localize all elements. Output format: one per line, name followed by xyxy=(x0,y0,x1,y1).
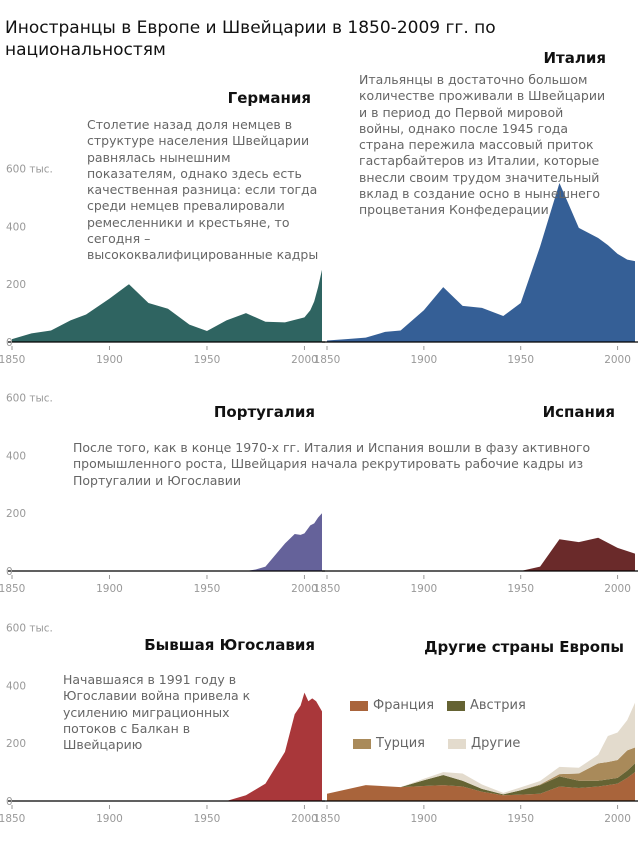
y-tick-label: 400 xyxy=(6,221,26,233)
x-tick-label: 1950 xyxy=(507,583,534,595)
legend-label: Другие xyxy=(471,736,521,751)
y-tick-label: 200 xyxy=(6,279,26,291)
area-Другие xyxy=(327,702,635,795)
legend-swatch xyxy=(353,738,371,749)
area-Португалия xyxy=(12,513,322,571)
y-tick-label: 0 xyxy=(6,566,13,578)
legend-swatch xyxy=(448,738,466,749)
x-tick-label: 1950 xyxy=(507,354,534,366)
area-Бывшая Югославия xyxy=(12,692,322,801)
legend-austria: Австрия xyxy=(447,698,526,713)
x-tick-label: 1900 xyxy=(410,813,437,825)
legend-swatch xyxy=(447,700,465,711)
y-tick-label: 600 тыс. xyxy=(6,393,53,405)
x-tick-label: 1900 xyxy=(410,583,437,595)
x-tick-label: 1900 xyxy=(96,354,123,366)
x-tick-label: 1850 xyxy=(314,583,341,595)
legend-swatch xyxy=(350,700,368,711)
y-tick-label: 200 xyxy=(6,508,26,520)
page-title: Иностранцы в Европе и Швейцарии в 1850-2… xyxy=(5,18,496,60)
x-tick-label: 1950 xyxy=(194,354,221,366)
panel-title-italy: Италия xyxy=(543,49,607,67)
y-tick-label: 200 xyxy=(6,738,26,750)
x-tick-label: 1850 xyxy=(314,354,341,366)
note-yugoslavia: Начавшаяся в 1991 году в Югославии война… xyxy=(63,672,251,753)
note-germany: Столетие назад доля немцев в структуре н… xyxy=(87,117,319,263)
x-tick-label: 1950 xyxy=(194,813,221,825)
panel-title-germany: Германия xyxy=(227,89,311,107)
area-Австрия xyxy=(327,763,635,796)
y-tick-label: 600 тыс. xyxy=(6,623,53,635)
x-tick-label: 1950 xyxy=(507,813,534,825)
panel-title-portugal: Португалия xyxy=(213,403,315,421)
y-tick-label: 0 xyxy=(6,337,13,349)
x-tick-label: 1850 xyxy=(0,354,25,366)
x-tick-label: 1850 xyxy=(314,813,341,825)
area-Испания xyxy=(327,537,635,571)
legend-label: Турция xyxy=(376,736,426,751)
legend-label: Франция xyxy=(373,698,435,713)
x-tick-label: 2000 xyxy=(604,354,631,366)
panel-title-spain: Испания xyxy=(542,403,615,421)
area-Германия xyxy=(12,269,322,342)
legend-others: Другие xyxy=(448,736,520,751)
legend-turkey: Турция xyxy=(353,736,425,751)
y-tick-label: 600 тыс. xyxy=(6,164,53,176)
area-Франция xyxy=(327,772,635,801)
x-tick-label: 2000 xyxy=(291,583,318,595)
x-tick-label: 1900 xyxy=(96,583,123,595)
x-tick-label: 2000 xyxy=(291,813,318,825)
x-tick-label: 1950 xyxy=(194,583,221,595)
note-portugal: После того, как в конце 1970-х гг. Итали… xyxy=(73,440,591,488)
x-tick-label: 1850 xyxy=(0,813,25,825)
x-tick-label: 2000 xyxy=(604,583,631,595)
x-tick-label: 2000 xyxy=(291,354,318,366)
legend-label: Австрия xyxy=(470,698,526,713)
area-Италия xyxy=(327,183,635,342)
x-tick-label: 1850 xyxy=(0,583,25,595)
note-italy: Итальянцы в достаточно большом количеств… xyxy=(359,72,606,218)
panel-title-yugoslavia: Бывшая Югославия xyxy=(144,636,315,654)
y-tick-label: 400 xyxy=(6,450,26,462)
panel-title-other-europe: Другие страны Европы xyxy=(424,638,624,656)
legend-france: Франция xyxy=(350,698,434,713)
x-tick-label: 1900 xyxy=(96,813,123,825)
y-tick-label: 0 xyxy=(6,796,13,808)
x-tick-label: 2000 xyxy=(604,813,631,825)
y-tick-label: 400 xyxy=(6,680,26,692)
x-tick-label: 1900 xyxy=(410,354,437,366)
